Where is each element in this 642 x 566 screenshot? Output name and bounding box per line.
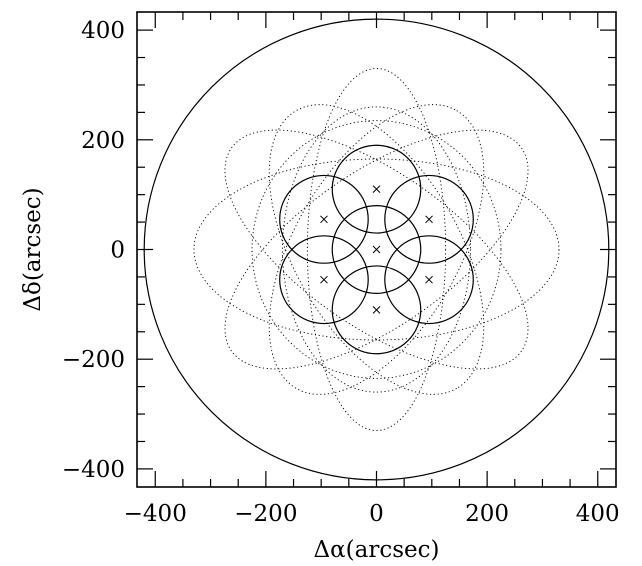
y-tick-label: 200 — [81, 128, 125, 154]
marker-stroke — [425, 275, 433, 284]
beam-circle-7 — [279, 174, 369, 264]
y-tick-label: 0 — [110, 238, 125, 264]
y-tick-label: −200 — [62, 347, 125, 373]
pointing-marker-1 — [372, 185, 381, 194]
marker-stroke — [372, 185, 381, 194]
x-tick-label: 0 — [369, 501, 384, 527]
dotted-ellipse-8 — [282, 106, 471, 393]
pointing-markers — [320, 185, 433, 314]
x-tick-label: −400 — [124, 501, 187, 527]
y-tick-label: 400 — [81, 18, 125, 44]
dotted-ellipse-4 — [224, 129, 529, 370]
y-axis-label: Δδ(arcsec) — [20, 187, 46, 311]
marker-stroke — [320, 275, 328, 284]
beam-circle-4 — [384, 235, 474, 325]
dotted-ellipse-1 — [306, 68, 447, 431]
x-tick-labels: −400 −200 0 200 400 — [124, 501, 620, 527]
x-tick-label: 400 — [576, 501, 620, 527]
pointing-marker-4 — [372, 305, 381, 314]
marker-stroke — [372, 245, 381, 254]
dotted-ellipse-2 — [193, 158, 560, 341]
pointing-marker-5 — [320, 275, 328, 284]
x-tick-label: 200 — [465, 501, 509, 527]
pointing-marker-3 — [425, 275, 433, 284]
marker-stroke — [320, 215, 328, 224]
beam-circle-3 — [384, 174, 474, 264]
marker-stroke — [425, 215, 433, 224]
dotted-ellipse-3 — [251, 120, 502, 379]
y-tick-label: −400 — [62, 457, 125, 483]
beam-circle-2 — [331, 144, 422, 234]
pointing-marker-7 — [372, 245, 381, 254]
beam-circle-5 — [331, 265, 422, 355]
y-tick-labels: −400 −200 0 200 400 — [62, 18, 125, 483]
axis-ticks — [137, 12, 616, 487]
beam-circle-6 — [279, 235, 369, 325]
x-axis-label: Δα(arcsec) — [314, 537, 440, 563]
dotted-ellipse-6 — [268, 104, 485, 395]
marker-stroke — [372, 305, 381, 314]
pointing-marker-2 — [425, 215, 433, 224]
x-tick-label: −200 — [234, 501, 297, 527]
pointing-marker-6 — [320, 215, 328, 224]
beam-circle-1 — [331, 205, 422, 294]
